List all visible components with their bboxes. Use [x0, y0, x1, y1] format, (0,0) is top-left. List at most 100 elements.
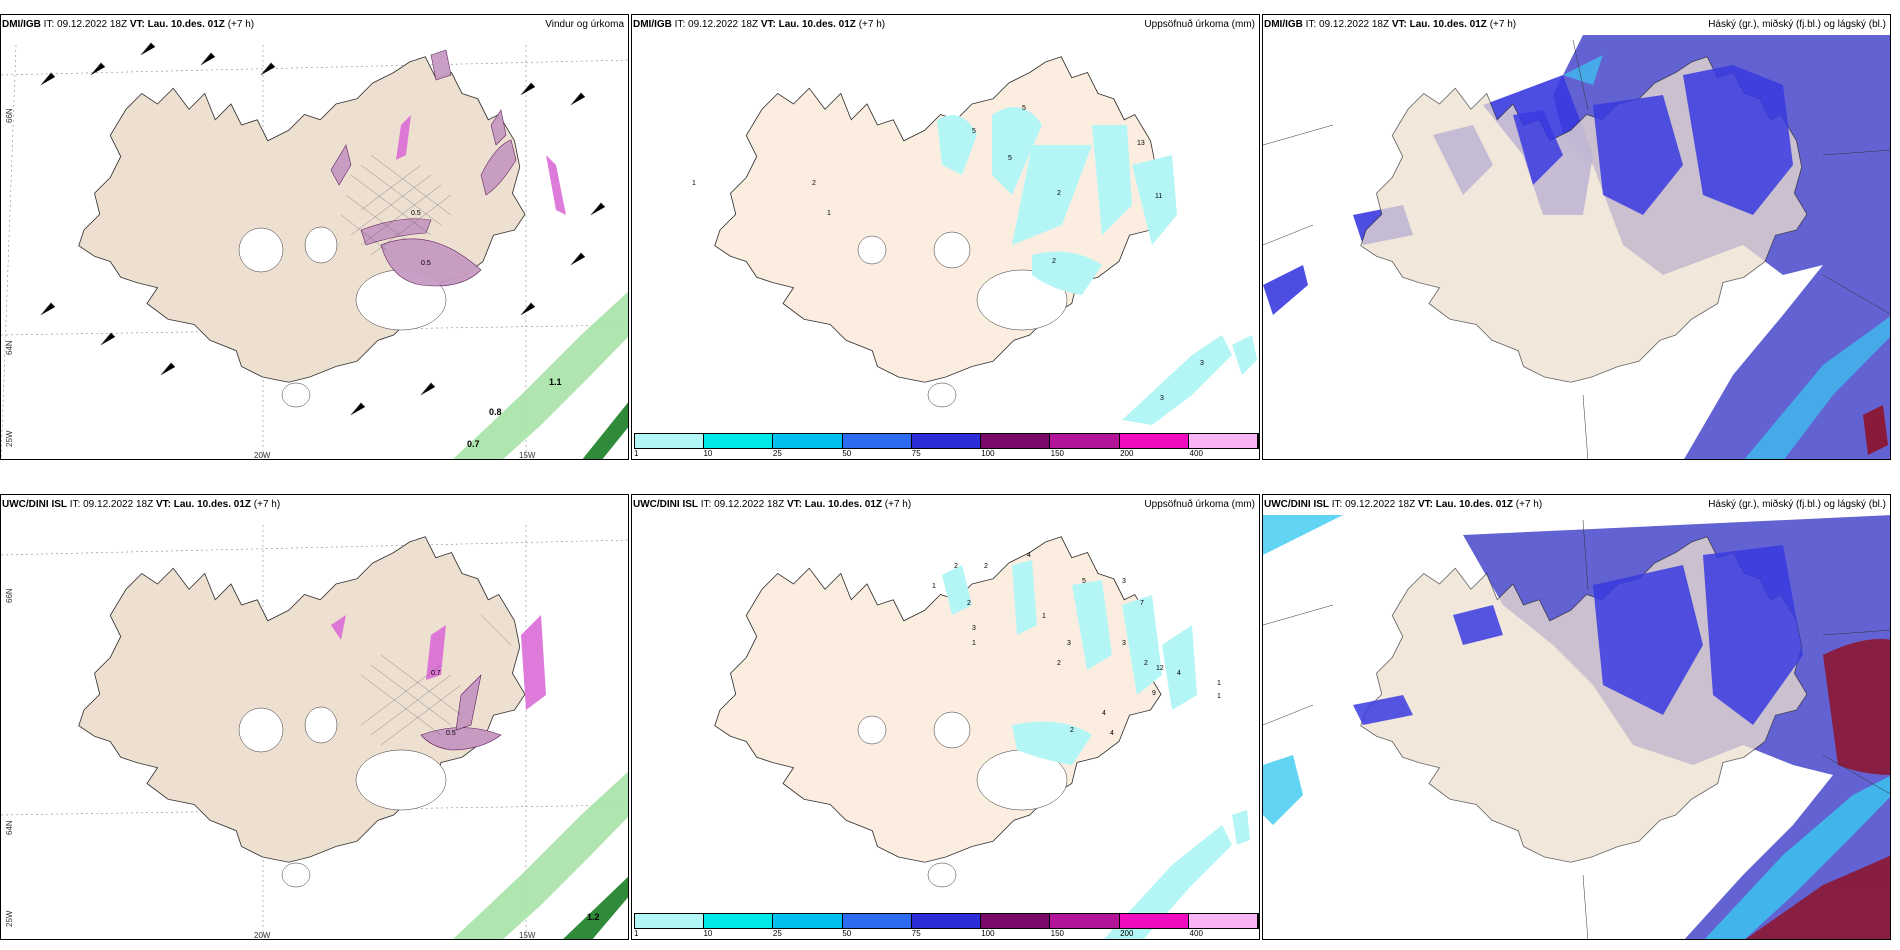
panel-header: UWC/DINI ISL IT: 09.12.2022 18Z VT: Lau.…	[2, 499, 281, 510]
panel-header: UWC/DINI ISL IT: 09.12.2022 18Z VT: Lau.…	[1264, 499, 1543, 510]
colorbar-tick: 400	[1189, 929, 1203, 938]
colorbar-tick: 50	[842, 449, 852, 458]
colorbar-cell	[1119, 434, 1189, 448]
value-label: 2	[1057, 190, 1061, 197]
colorbar-cell	[773, 914, 843, 928]
lat-label: 66N	[5, 108, 14, 123]
lat-label: 64N	[5, 340, 14, 355]
value-label: 1	[827, 210, 831, 217]
value-label: 1.2	[587, 912, 600, 922]
panel-title: Uppsöfnuð úrkoma (mm)	[1144, 499, 1255, 510]
value-label: 1	[1042, 613, 1046, 620]
value-label: 0.5	[446, 730, 456, 737]
colorbar-cell	[842, 434, 912, 448]
colorbar-tick: 150	[1050, 929, 1065, 938]
colorbar-tick: 50	[842, 929, 852, 938]
lat-label: 25W	[5, 430, 14, 447]
value-label: 2	[954, 563, 958, 570]
lat-label: 66N	[5, 588, 14, 603]
panel-clouds-uwc: UWC/DINI ISL IT: 09.12.2022 18Z VT: Lau.…	[1262, 494, 1891, 940]
value-label: 3	[972, 625, 976, 632]
value-label: 2	[1070, 727, 1074, 734]
value-label: 5	[1022, 105, 1026, 112]
value-label: 12	[1156, 665, 1164, 672]
colorbar-cell	[911, 434, 982, 448]
value-label: 13	[1137, 140, 1145, 147]
colorbar-tick: 75	[911, 449, 921, 458]
panel-header: DMI/IGB IT: 09.12.2022 18Z VT: Lau. 10.d…	[2, 19, 255, 30]
colorbar-cell	[1188, 914, 1258, 928]
value-label: 1	[1217, 693, 1221, 700]
colorbar: 1 10 25 50 75 100 150 200 400	[632, 911, 1259, 939]
colorbar-tick: 150	[1050, 449, 1065, 458]
value-label: 1	[972, 640, 976, 647]
value-label: 3	[1200, 360, 1204, 367]
value-label: 0.7	[467, 439, 480, 449]
colorbar-cell	[842, 914, 912, 928]
panel-header: DMI/IGB IT: 09.12.2022 18Z VT: Lau. 10.d…	[1264, 19, 1517, 30]
value-label: 0.8	[489, 407, 502, 417]
value-label: 3	[1067, 640, 1071, 647]
colorbar-cell	[635, 434, 705, 448]
colorbar-tick: 10	[703, 929, 713, 938]
value-label: 2	[984, 563, 988, 570]
value-label: 2	[967, 600, 971, 607]
lat-label: 25W	[5, 910, 14, 927]
value-label: 5	[1082, 578, 1086, 585]
value-label: 2	[1052, 258, 1056, 265]
panel-clouds-dmi: DMI/IGB IT: 09.12.2022 18Z VT: Lau. 10.d…	[1262, 14, 1891, 460]
colorbar-tick: 10	[703, 449, 713, 458]
value-label: 4	[1177, 670, 1181, 677]
lon-label: 15W	[519, 451, 536, 460]
panel-title: Uppsöfnuð úrkoma (mm)	[1144, 19, 1255, 30]
map-clouds-dmi	[1263, 15, 1890, 459]
value-label: 5	[1008, 155, 1012, 162]
colorbar-cell	[981, 434, 1051, 448]
value-label: 11	[1155, 193, 1162, 200]
value-label: 1	[692, 180, 696, 187]
panel-header: DMI/IGB IT: 09.12.2022 18Z VT: Lau. 10.d…	[633, 19, 886, 30]
colorbar: 1 10 25 50 75 100 150 200 400	[632, 431, 1259, 459]
value-label: 2	[1144, 660, 1148, 667]
value-label: 4	[1102, 710, 1106, 717]
value-label: 7	[1140, 600, 1144, 607]
lon-label: 15W	[519, 931, 536, 940]
value-label: 0.5	[421, 260, 431, 267]
panel-accum-precip-dmi: 1 5 5 2 5 13 11 2 1 3 3 2 DMI/IGB IT: 09…	[631, 14, 1260, 460]
colorbar-cell	[1119, 914, 1189, 928]
colorbar-tick: 25	[772, 929, 782, 938]
lat-label: 64N	[5, 820, 14, 835]
value-label: 9	[1152, 690, 1156, 697]
value-label: 2	[1057, 660, 1061, 667]
map-accum-precip-dmi: 1 5 5 2 5 13 11 2 1 3 3 2	[632, 15, 1259, 459]
colorbar-cell	[635, 914, 705, 928]
colorbar-tick: 400	[1189, 449, 1203, 458]
value-label: 1	[1217, 680, 1221, 687]
colorbar-cell	[704, 434, 774, 448]
colorbar-cell	[773, 434, 843, 448]
colorbar-cell	[911, 914, 982, 928]
colorbar-tick: 1	[634, 449, 639, 458]
colorbar-tick: 75	[911, 929, 921, 938]
colorbar-cell	[981, 914, 1051, 928]
colorbar-tick: 1	[634, 929, 639, 938]
map-wind-precip-uwc: 1.2 0.7 0.5	[1, 495, 628, 939]
panel-header: UWC/DINI ISL IT: 09.12.2022 18Z VT: Lau.…	[633, 499, 912, 510]
panel-wind-precip-dmi: 0.7 0.8 1.1 0.5 0.5 DMI/IGB IT: 09.12.20…	[0, 14, 629, 460]
panel-title: Háský (gr.), miðský (fj.bl.) og lágský (…	[1708, 499, 1886, 510]
lon-label: 20W	[254, 931, 271, 940]
colorbar-cell	[1188, 434, 1258, 448]
value-label: 1	[932, 583, 936, 590]
value-label: 0.5	[411, 210, 421, 217]
value-label: 0.7	[431, 670, 441, 677]
colorbar-tick: 100	[981, 929, 995, 938]
colorbar-tick: 200	[1120, 449, 1134, 458]
colorbar-cell	[1050, 434, 1120, 448]
colorbar-tick: 100	[981, 449, 995, 458]
colorbar-cell	[704, 914, 774, 928]
value-label: 4	[1027, 552, 1031, 559]
panel-wind-precip-uwc: 1.2 0.7 0.5 UWC/DINI ISL IT: 09.12.2022 …	[0, 494, 629, 940]
map-accum-precip-uwc: 1 2 2 4 5 3 7 1 2 1 3 3 12 4 2 9 1 1 3 2…	[632, 495, 1259, 939]
value-label: 4	[1110, 730, 1114, 737]
map-clouds-uwc	[1263, 495, 1890, 939]
